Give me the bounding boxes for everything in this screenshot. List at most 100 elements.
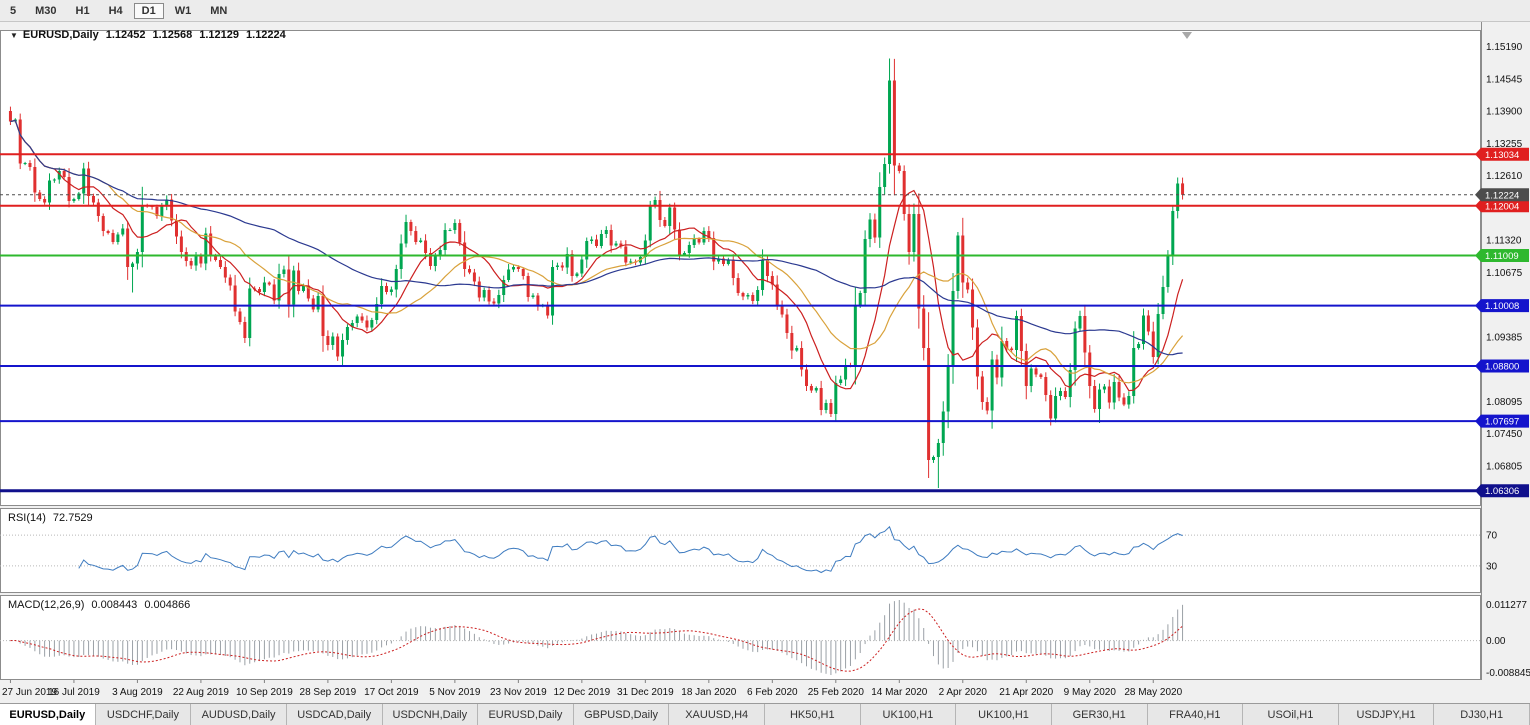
chart-tab-3-usdcad-daily[interactable]: USDCAD,Daily: [286, 704, 383, 725]
price-tag: 1.08800: [1475, 359, 1529, 373]
svg-text:1.11009: 1.11009: [1485, 251, 1519, 262]
ohlc-high: 1.12568: [152, 29, 193, 41]
svg-text:1.10008: 1.10008: [1485, 301, 1519, 312]
svg-text:6 Feb 2020: 6 Feb 2020: [747, 687, 798, 698]
rsi-line: [78, 525, 1183, 574]
svg-text:1.06306: 1.06306: [1485, 486, 1519, 497]
collapse-triangle-icon[interactable]: ▼: [10, 31, 18, 40]
chart-tab-5-eurusd-daily[interactable]: EURUSD,Daily: [478, 704, 574, 725]
horizontal-lines-layer: 1.13034 1.12004 1.11009 1.10008 1.08800 1.076…: [0, 147, 1529, 498]
macd-header: MACD(12,26,9) 0.008443 0.004866: [8, 599, 197, 611]
chart-window: 1.151901.145451.139001.132551.126101.119…: [0, 22, 1530, 703]
moving-averages-layer: [10, 119, 1184, 392]
macd-label: MACD(12,26,9): [8, 599, 85, 611]
svg-text:12 Dec 2019: 12 Dec 2019: [553, 687, 610, 698]
ma-10-line: [10, 119, 1184, 392]
ohlc-open: 1.12452: [105, 29, 146, 41]
svg-text:22 Aug 2019: 22 Aug 2019: [173, 687, 230, 698]
svg-text:18 Jan 2020: 18 Jan 2020: [681, 687, 736, 698]
price-tag: 1.06306: [1475, 484, 1529, 498]
panel-bg: [0, 30, 1481, 506]
chart-tab-13-usoil-h1[interactable]: USOil,H1: [1243, 704, 1339, 725]
chart-tab-4-usdcnh-daily[interactable]: USDCNH,Daily: [382, 704, 479, 725]
svg-text:1.15190: 1.15190: [1486, 42, 1523, 53]
price-tag: 1.11009: [1475, 249, 1529, 263]
svg-text:1.08095: 1.08095: [1486, 397, 1523, 408]
chart-tab-9-uk100-h1[interactable]: UK100,H1: [860, 704, 957, 725]
macd-main-value: 0.008443: [91, 599, 138, 611]
price-tag: 1.07697: [1475, 414, 1529, 428]
svg-text:10 Sep 2019: 10 Sep 2019: [236, 687, 293, 698]
chart-tab-12-fra40-h1[interactable]: FRA40,H1: [1147, 704, 1244, 725]
panel-bg: [0, 595, 1481, 680]
timeframe-button-d1[interactable]: D1: [133, 2, 164, 19]
chart-shift-marker-icon[interactable]: [1182, 32, 1192, 39]
svg-text:1.14545: 1.14545: [1486, 74, 1523, 85]
svg-text:0.011277: 0.011277: [1486, 600, 1527, 611]
svg-text:1.09385: 1.09385: [1486, 332, 1523, 343]
svg-text:1.12610: 1.12610: [1486, 171, 1523, 182]
timeframe-buttons: 5 M30 H1 H4 D1 W1 MN: [2, 2, 235, 19]
svg-text:70: 70: [1486, 531, 1498, 542]
svg-text:-0.008845: -0.008845: [1486, 668, 1530, 679]
chart-tab-7-xauusd-h4[interactable]: XAUUSD,H4: [669, 704, 765, 725]
rsi-header: RSI(14) 72.7529: [8, 512, 100, 524]
price-chart-canvas[interactable]: 1.151901.145451.139001.132551.126101.119…: [0, 22, 1530, 703]
macd-signal-line: [10, 608, 1183, 672]
chart-tabs-bar: EURUSD,Daily USDCHF,Daily AUDUSD,Daily USDC…: [0, 703, 1530, 725]
svg-text:30: 30: [1486, 561, 1498, 572]
timeframe-button-mn[interactable]: MN: [210, 4, 228, 17]
svg-text:2 Apr 2020: 2 Apr 2020: [939, 687, 988, 698]
chart-tab-15-dj30-h1[interactable]: DJ30,H1: [1434, 704, 1530, 725]
macd-histogram: [14, 600, 1184, 675]
svg-text:1.13900: 1.13900: [1486, 107, 1523, 118]
svg-text:1.08800: 1.08800: [1485, 362, 1519, 373]
svg-text:1.13255: 1.13255: [1486, 139, 1523, 150]
svg-text:25 Feb 2020: 25 Feb 2020: [808, 687, 865, 698]
ohlc-low: 1.12129: [199, 29, 240, 41]
timeframe-button-h4[interactable]: H4: [108, 4, 123, 17]
ma-21-line: [10, 119, 1184, 384]
price-tag: 1.10008: [1475, 299, 1529, 313]
svg-text:21 Apr 2020: 21 Apr 2020: [999, 687, 1053, 698]
chart-tab-11-ger30-h1[interactable]: GER30,H1: [1051, 704, 1148, 725]
chart-tab-6-gbpusd-daily[interactable]: GBPUSD,Daily: [573, 704, 670, 725]
rsi-label: RSI(14): [8, 512, 46, 524]
price-tag: 1.12004: [1475, 199, 1529, 213]
svg-text:1.12004: 1.12004: [1485, 201, 1519, 212]
svg-text:0.00: 0.00: [1486, 636, 1506, 647]
chart-tab-1-usdchf-daily[interactable]: USDCHF,Daily: [95, 704, 192, 725]
chart-title-symbol: EURUSD,Daily: [22, 29, 99, 41]
svg-text:1.07450: 1.07450: [1486, 429, 1523, 440]
panel-bg: [0, 508, 1481, 593]
price-tag: 1.12224: [1475, 188, 1529, 202]
timeframe-button-5[interactable]: 5: [10, 4, 17, 17]
chart-tab-0-eurusd-daily[interactable]: EURUSD,Daily: [0, 704, 96, 725]
svg-text:28 May 2020: 28 May 2020: [1124, 687, 1182, 698]
svg-text:17 Oct 2019: 17 Oct 2019: [364, 687, 419, 698]
svg-text:31 Dec 2019: 31 Dec 2019: [617, 687, 674, 698]
svg-text:1.10675: 1.10675: [1486, 268, 1523, 279]
svg-text:1.07697: 1.07697: [1485, 417, 1519, 428]
timeframe-button-h1[interactable]: H1: [75, 4, 90, 17]
svg-text:28 Sep 2019: 28 Sep 2019: [300, 687, 357, 698]
chart-tab-2-audusd-daily[interactable]: AUDUSD,Daily: [191, 704, 287, 725]
timeframe-toolbar: 5 M30 H1 H4 D1 W1 MN: [0, 0, 1530, 22]
svg-text:3 Aug 2019: 3 Aug 2019: [112, 687, 163, 698]
macd-signal-value: 0.004866: [144, 599, 191, 611]
chart-tab-8-hk50-h1[interactable]: HK50,H1: [765, 704, 861, 725]
svg-text:1.06805: 1.06805: [1486, 461, 1523, 472]
timeframe-button-m30[interactable]: M30: [35, 4, 57, 17]
chart-tab-10-uk100-h1[interactable]: UK100,H1: [956, 704, 1052, 725]
svg-text:9 May 2020: 9 May 2020: [1064, 687, 1117, 698]
rsi-value: 72.7529: [52, 512, 93, 524]
price-tag: 1.13034: [1475, 147, 1529, 161]
svg-text:16 Jul 2019: 16 Jul 2019: [48, 687, 100, 698]
svg-text:23 Nov 2019: 23 Nov 2019: [490, 687, 547, 698]
svg-text:1.13034: 1.13034: [1485, 150, 1519, 161]
timeframe-button-w1[interactable]: W1: [174, 4, 192, 17]
chart-tab-14-usdjpy-h1[interactable]: USDJPY,H1: [1338, 704, 1435, 725]
svg-text:27 Jun 2019: 27 Jun 2019: [2, 687, 57, 698]
svg-text:14 Mar 2020: 14 Mar 2020: [871, 687, 928, 698]
ohlc-close: 1.12224: [246, 29, 286, 41]
